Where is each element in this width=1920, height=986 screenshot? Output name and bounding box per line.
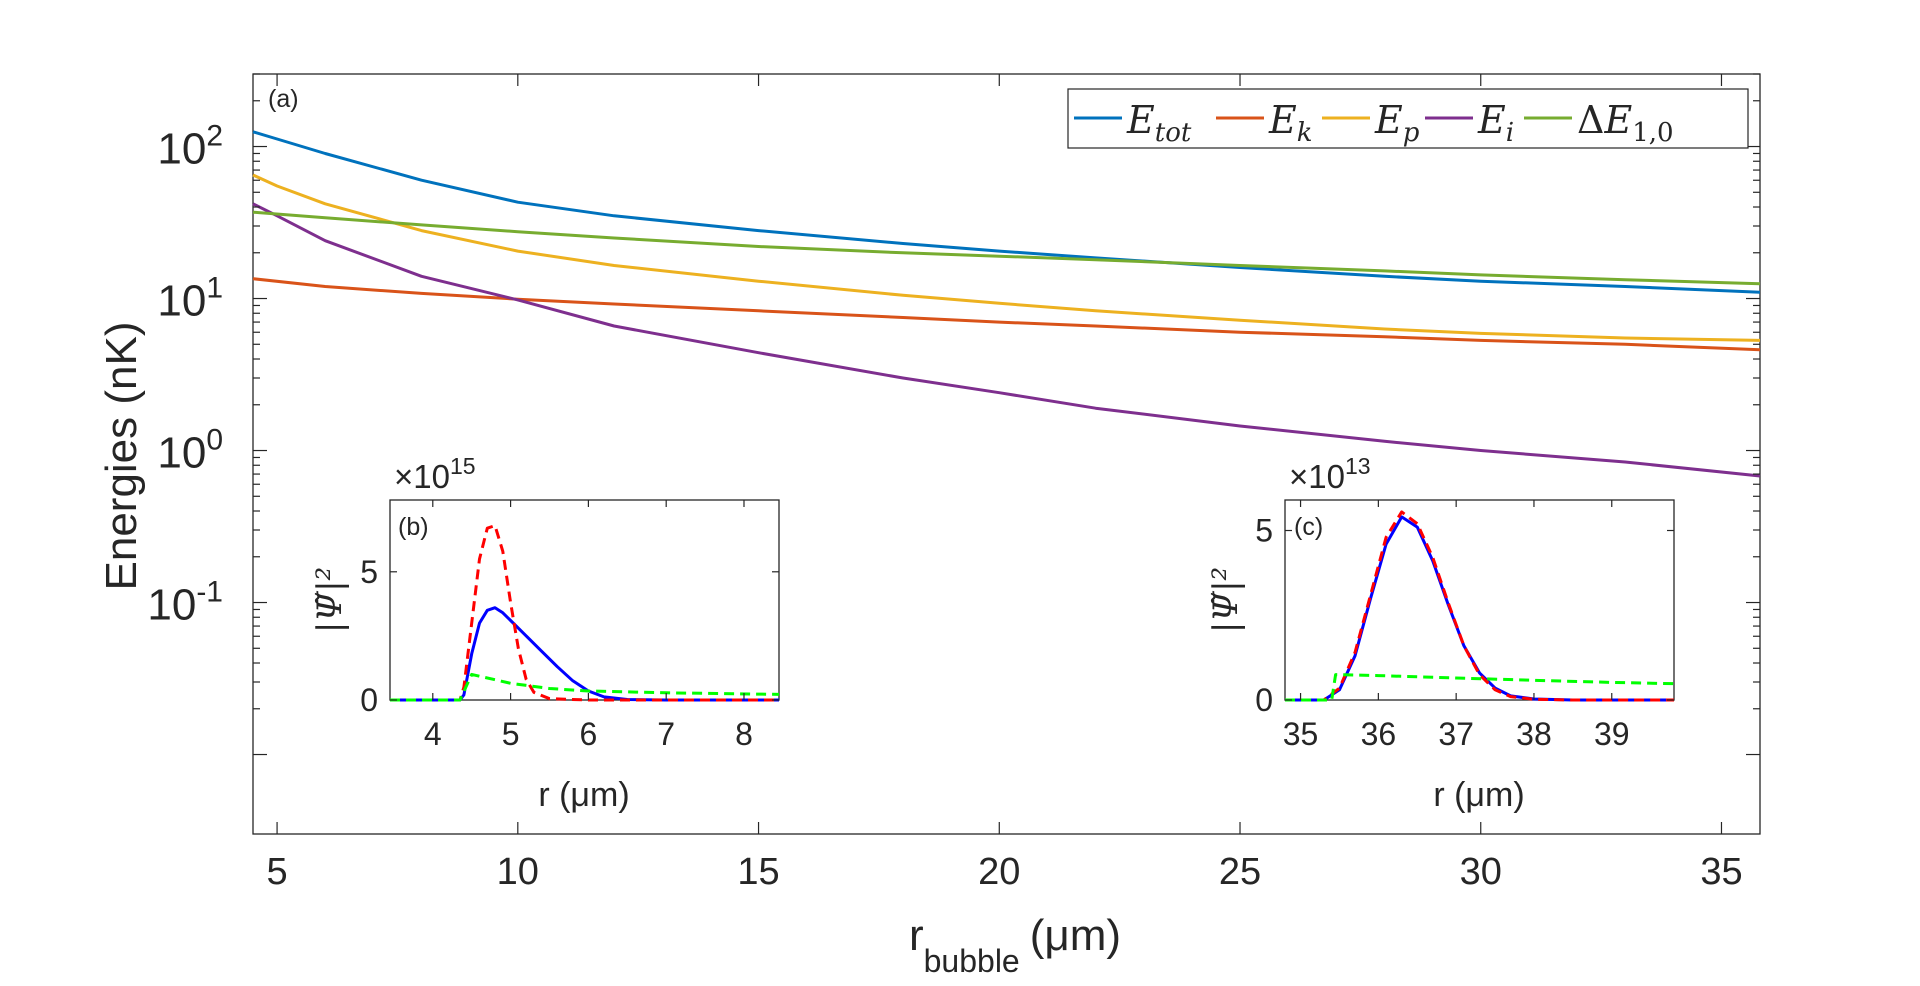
- main-ytick-exp: 2: [206, 120, 223, 153]
- main-ylabel: Energies (nK): [97, 321, 146, 590]
- inset-c-ytick-label: 5: [1255, 513, 1273, 549]
- main-ytick-label-2: 100: [157, 424, 223, 478]
- inset-b-background: [390, 500, 779, 700]
- main-ytick-exp: -1: [196, 576, 223, 609]
- inset-c-ticks: 35 36 37 38 39 0 5: [1255, 500, 1674, 752]
- inset-b-multiplier-exp: 15: [450, 453, 476, 479]
- inset-c-ytick-label: 0: [1255, 682, 1273, 718]
- inset-c-xtick-label: 35: [1283, 716, 1319, 752]
- inset-b-frame: [389, 499, 780, 701]
- legend-label-ep: Ep: [1374, 98, 1420, 148]
- inset-b-xtick-label: 7: [657, 716, 675, 752]
- main-xtick-label: 5: [267, 851, 288, 893]
- main-series-4: [252, 210, 1761, 286]
- inset-b-xlabel: r (μm): [538, 776, 629, 814]
- inset-b-ytick-label: 5: [360, 554, 378, 590]
- legend-box: [1067, 88, 1749, 149]
- panel-label-b: (b): [398, 513, 429, 541]
- main-ytick-label-0: 102: [157, 120, 223, 174]
- main-ytick-label-1: 101: [157, 272, 223, 326]
- main-series-1: [252, 277, 1761, 352]
- main-xlabel-unit: (μm): [1030, 911, 1121, 960]
- inset-b-xtick-label: 6: [579, 716, 597, 752]
- inset-b-multiplier: ×1015: [394, 453, 476, 495]
- inset-b-xtick-label: 8: [735, 716, 753, 752]
- inset-c-series-dashed-red: [1285, 510, 1674, 702]
- main-ytick-base: 10: [157, 429, 206, 478]
- inset-b-multiplier-base: ×10: [394, 458, 450, 495]
- main-ytick-base: 10: [157, 125, 206, 174]
- inset-c-multiplier-base: ×10: [1289, 458, 1345, 495]
- main-xtick-label: 20: [978, 851, 1020, 893]
- main-xtick-label: 10: [497, 851, 539, 893]
- legend: Etot Ek Ep Ei ΔE1,0: [1067, 88, 1749, 149]
- legend-label-ek: Ek: [1268, 98, 1313, 148]
- inset-c-xlabel: r (μm): [1433, 776, 1524, 814]
- panel-label-a: (a): [268, 85, 299, 113]
- main-ytick-exp: 1: [206, 272, 223, 305]
- main-xtick-label: 25: [1219, 851, 1261, 893]
- inset-c-xtick-label: 36: [1361, 716, 1397, 752]
- inset-c-axes: 35 36 37 38 39 0 5 (c) ×1013 r (μm) |Ψ̃|²: [1206, 453, 1675, 814]
- inset-b-ticks: 4 5 6 7 8 0 5: [360, 500, 779, 752]
- main-xlabel-main: r: [909, 911, 924, 960]
- main-ytick-base: 10: [147, 581, 196, 630]
- inset-c-series-dashed-green: [1285, 673, 1675, 702]
- main-ytick-exp: 0: [206, 424, 223, 457]
- inset-b-axes: 4 5 6 7 8 0 5 (b) ×1015 r (μm) |Ψ̃|²: [310, 453, 780, 814]
- inset-c-frame: [1284, 499, 1675, 701]
- main-series-2: [252, 173, 1761, 342]
- inset-b-series-lines: [390, 524, 780, 702]
- inset-b-series-dashed-red: [390, 524, 779, 702]
- main-series-0: [252, 130, 1761, 294]
- inset-b-xtick-label: 4: [424, 716, 442, 752]
- inset-b-xtick-label: 5: [502, 716, 520, 752]
- inset-c-xtick-label: 37: [1438, 716, 1474, 752]
- inset-b-ytick-label: 0: [360, 682, 378, 718]
- inset-b-ylabel: |Ψ̃|²: [310, 567, 350, 633]
- main-xtick-label: 35: [1700, 851, 1742, 893]
- main-axes-frame: [252, 73, 1761, 835]
- main-series-lines: [252, 130, 1761, 478]
- inset-c-xtick-label: 39: [1594, 716, 1630, 752]
- panel-label-c: (c): [1294, 513, 1323, 541]
- inset-c-xtick-label: 38: [1516, 716, 1552, 752]
- inset-c-multiplier: ×1013: [1289, 453, 1371, 495]
- main-xlabel-sub: bubble: [924, 943, 1020, 979]
- main-ytick-label-3: 10-1: [147, 576, 223, 630]
- main-xtick-label: 30: [1460, 851, 1502, 893]
- main-xtick-label: 15: [737, 851, 779, 893]
- main-series-3: [252, 202, 1761, 478]
- inset-c-series-lines: [1285, 510, 1675, 702]
- main-ytick-base: 10: [157, 277, 206, 326]
- inset-c-ylabel: |Ψ̃|²: [1206, 567, 1246, 633]
- inset-b-series-dashed-green: [390, 672, 780, 702]
- main-xlabel: rbubble (μm): [909, 911, 1121, 979]
- inset-c-multiplier-exp: 13: [1345, 453, 1371, 479]
- inset-b-series-solid: [390, 606, 779, 702]
